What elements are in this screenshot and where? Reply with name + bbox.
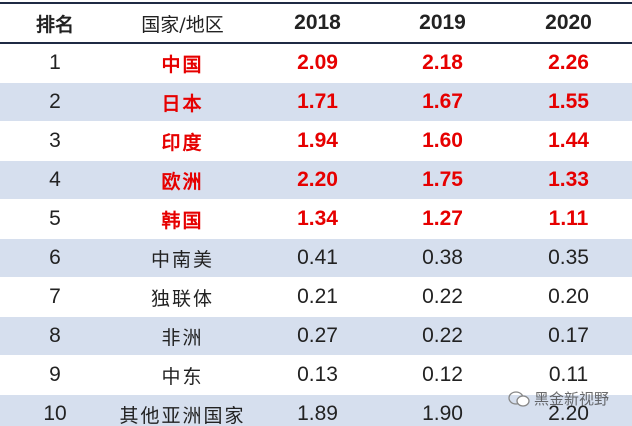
table-cell: 2 bbox=[0, 82, 110, 122]
wechat-icon bbox=[508, 390, 530, 407]
header-cell: 2020 bbox=[505, 2, 632, 44]
table-cell: 0.13 bbox=[255, 355, 380, 395]
table-cell: 中南美 bbox=[110, 238, 255, 278]
table-row: 6 中南美 0.41 0.38 0.35 bbox=[0, 238, 632, 278]
header-cell: 2018 bbox=[255, 2, 380, 44]
table-row: 7 独联体 0.21 0.22 0.20 bbox=[0, 277, 632, 317]
table-cell: 1.44 bbox=[505, 121, 632, 161]
table-cell: 欧洲 bbox=[110, 160, 255, 200]
table-row: 10 其他亚洲国家 1.89 1.90 2.20 bbox=[0, 394, 632, 426]
header-cell: 2019 bbox=[380, 2, 505, 44]
table-cell: 日本 bbox=[110, 82, 255, 122]
table-cell: 独联体 bbox=[110, 277, 255, 317]
table-cell: 9 bbox=[0, 355, 110, 395]
table-cell: 1.11 bbox=[505, 199, 632, 239]
table-cell: 0.21 bbox=[255, 277, 380, 317]
table-cell: 0.22 bbox=[380, 316, 505, 356]
table-cell: 其他亚洲国家 bbox=[110, 394, 255, 426]
table-cell: 中东 bbox=[110, 355, 255, 395]
table-cell: 0.12 bbox=[380, 355, 505, 395]
table-cell: 非洲 bbox=[110, 316, 255, 356]
table-cell: 1.60 bbox=[380, 121, 505, 161]
table-cell: 1 bbox=[0, 43, 110, 83]
table-cell: 1.33 bbox=[505, 160, 632, 200]
table-cell: 7 bbox=[0, 277, 110, 317]
table-cell: 2.09 bbox=[255, 43, 380, 83]
table-cell: 0.11 bbox=[505, 355, 632, 395]
table-cell: 中国 bbox=[110, 43, 255, 83]
table-cell: 韩国 bbox=[110, 199, 255, 239]
table-cell: 8 bbox=[0, 316, 110, 356]
table-cell: 4 bbox=[0, 160, 110, 200]
table-row: 2 日本 1.71 1.67 1.55 bbox=[0, 82, 632, 122]
header-cell: 排名 bbox=[0, 2, 110, 44]
table-row: 4 欧洲 2.20 1.75 1.33 bbox=[0, 160, 632, 200]
table-cell: 1.67 bbox=[380, 82, 505, 122]
watermark: 黑金新视野 bbox=[508, 388, 609, 409]
table-cell: 1.27 bbox=[380, 199, 505, 239]
table-row: 8 非洲 0.27 0.22 0.17 bbox=[0, 316, 632, 356]
table-cell: 0.22 bbox=[380, 277, 505, 317]
table-row: 1 中国 2.09 2.18 2.26 bbox=[0, 43, 632, 83]
table-cell: 6 bbox=[0, 238, 110, 278]
table-cell: 0.27 bbox=[255, 316, 380, 356]
table-body: 1 中国 2.09 2.18 2.26 2 日本 1.71 1.67 1.55 3 印度 1.94 1.6… bbox=[0, 43, 632, 426]
table-cell: 印度 bbox=[110, 121, 255, 161]
table-cell: 2.18 bbox=[380, 43, 505, 83]
table-cell: 0.41 bbox=[255, 238, 380, 278]
table-cell: 1.34 bbox=[255, 199, 380, 239]
table-cell: 2.20 bbox=[255, 160, 380, 200]
table-cell: 1.71 bbox=[255, 82, 380, 122]
table-cell: 10 bbox=[0, 394, 110, 426]
table-cell: 1.75 bbox=[380, 160, 505, 200]
table-cell: 1.94 bbox=[255, 121, 380, 161]
table-cell: 0.35 bbox=[505, 238, 632, 278]
table-cell: 2.26 bbox=[505, 43, 632, 83]
table-cell: 3 bbox=[0, 121, 110, 161]
table-cell: 5 bbox=[0, 199, 110, 239]
header-cell: 国家/地区 bbox=[110, 2, 255, 44]
table-cell: 1.90 bbox=[380, 394, 505, 426]
table-cell: 0.17 bbox=[505, 316, 632, 356]
table-row: 3 印度 1.94 1.60 1.44 bbox=[0, 121, 632, 161]
table-row: 5 韩国 1.34 1.27 1.11 bbox=[0, 199, 632, 239]
table-row: 9 中东 0.13 0.12 0.11 bbox=[0, 355, 632, 395]
table-cell: 0.38 bbox=[380, 238, 505, 278]
table-cell: 1.89 bbox=[255, 394, 380, 426]
header-row: 排名 国家/地区 2018 2019 2020 bbox=[0, 2, 632, 44]
table-cell: 1.55 bbox=[505, 82, 632, 122]
table-cell: 0.20 bbox=[505, 277, 632, 317]
watermark-text: 黑金新视野 bbox=[534, 390, 610, 408]
